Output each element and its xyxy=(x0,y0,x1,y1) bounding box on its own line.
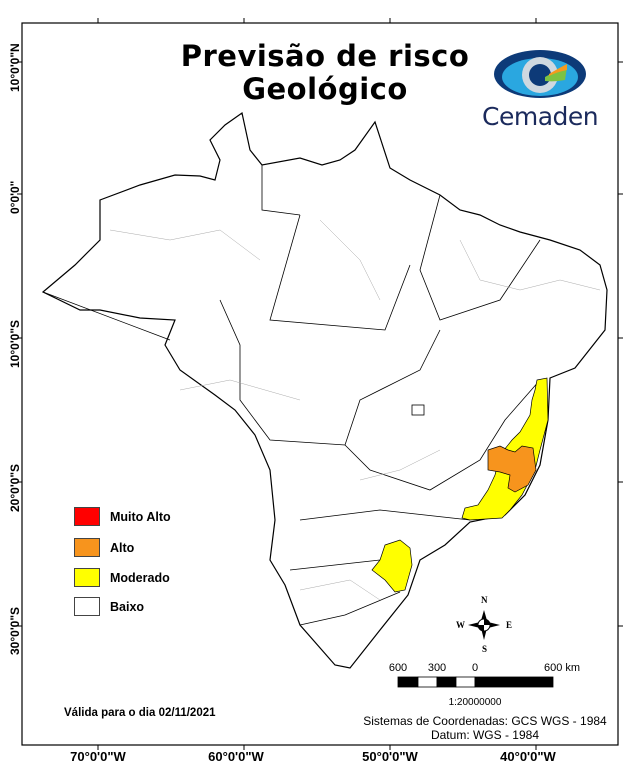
lat-label: 10°0'0"S xyxy=(8,319,22,368)
lat-label: 10°0'0"N xyxy=(8,43,22,92)
compass-n: N xyxy=(481,595,488,605)
legend-swatch xyxy=(74,568,100,587)
scale-label: 300 xyxy=(427,662,447,674)
scale-ratio: 1:20000000 xyxy=(448,697,502,708)
scale-label: 0 xyxy=(471,662,479,674)
lon-label: 60°0'0"W xyxy=(208,749,264,764)
scale-label: 600 km xyxy=(543,662,581,674)
north-arrow xyxy=(468,610,500,640)
legend-item-moderado: Moderado xyxy=(74,568,170,587)
title-line-1: Previsão de risco xyxy=(180,39,470,73)
legend-label: Alto xyxy=(110,540,135,555)
cemaden-logo-icon xyxy=(494,50,586,98)
map-title: Previsão de risco Geológico xyxy=(160,40,490,106)
legend-label: Baixo xyxy=(110,599,145,614)
legend-item-baixo: Baixo xyxy=(74,597,144,616)
validity-date: Válida para o dia 02/11/2021 xyxy=(64,707,216,719)
scale-label: 600 xyxy=(388,662,408,674)
legend-item-alto: Alto xyxy=(74,538,134,557)
compass-s: S xyxy=(482,644,488,654)
coordinate-system-line: Sistemas de Coordenadas: GCS WGS - 1984 xyxy=(363,714,607,728)
lon-label: 40°0'0"W xyxy=(500,749,556,764)
lon-label: 50°0'0"W xyxy=(362,749,418,764)
scale-bar xyxy=(397,676,554,688)
map-frame xyxy=(21,22,619,746)
lat-label: 30°0'0"S xyxy=(8,606,22,655)
region-borders xyxy=(109,219,601,601)
coordinate-system: Sistemas de Coordenadas: GCS WGS - 1984 … xyxy=(355,714,615,742)
legend-item-muito-alto: Muito Alto xyxy=(74,507,171,526)
legend-swatch xyxy=(74,597,100,616)
legend-label: Moderado xyxy=(110,570,170,585)
state-borders xyxy=(42,165,541,626)
title-line-2: Geológico xyxy=(242,72,408,106)
region-moderado-south xyxy=(371,539,413,593)
datum-line: Datum: WGS - 1984 xyxy=(430,728,540,742)
legend-swatch xyxy=(74,538,100,557)
legend-label: Muito Alto xyxy=(110,509,171,524)
region-alto xyxy=(487,445,537,493)
compass-w: W xyxy=(456,620,465,630)
compass-e: E xyxy=(506,620,513,630)
lat-label: 0°0'0" xyxy=(8,180,22,214)
lat-label: 20°0'0"S xyxy=(8,463,22,512)
lon-label: 70°0'0"W xyxy=(70,749,126,764)
graticule-ticks xyxy=(17,18,623,750)
legend-swatch xyxy=(74,507,100,526)
logo-text: Cemaden xyxy=(482,102,599,131)
